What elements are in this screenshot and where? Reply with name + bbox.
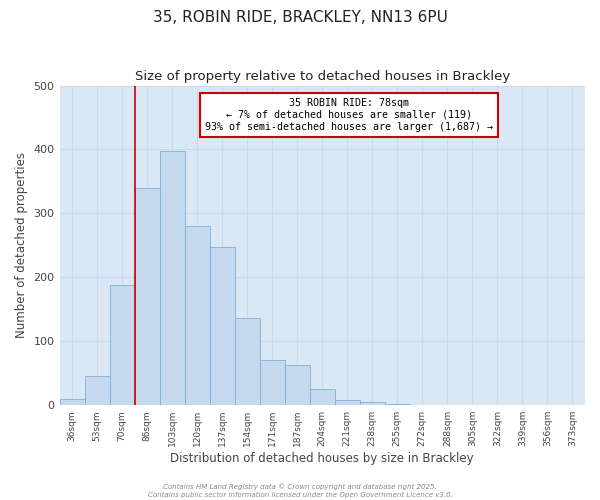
Text: 35 ROBIN RIDE: 78sqm
← 7% of detached houses are smaller (119)
93% of semi-detac: 35 ROBIN RIDE: 78sqm ← 7% of detached ho… (205, 98, 493, 132)
Bar (360, 402, 385, 405)
Bar (560, 404, 585, 405)
Bar (110, 285, 134, 405)
Text: Contains HM Land Registry data © Crown copyright and database right 2025.
Contai: Contains HM Land Registry data © Crown c… (148, 484, 452, 498)
Bar (310, 389, 335, 405)
Y-axis label: Number of detached properties: Number of detached properties (15, 152, 28, 338)
Text: 35, ROBIN RIDE, BRACKLEY, NN13 6PU: 35, ROBIN RIDE, BRACKLEY, NN13 6PU (152, 10, 448, 25)
Bar (59, 399, 85, 405)
Bar (185, 226, 209, 405)
Title: Size of property relative to detached houses in Brackley: Size of property relative to detached ho… (134, 70, 510, 83)
Bar (209, 246, 235, 405)
X-axis label: Distribution of detached houses by size in Brackley: Distribution of detached houses by size … (170, 452, 474, 465)
Bar (85, 376, 110, 405)
Bar (160, 151, 185, 405)
Bar (260, 360, 285, 405)
Bar (335, 400, 360, 405)
Bar (134, 188, 160, 405)
Bar (235, 318, 260, 405)
Bar (385, 404, 410, 405)
Bar (285, 365, 310, 405)
